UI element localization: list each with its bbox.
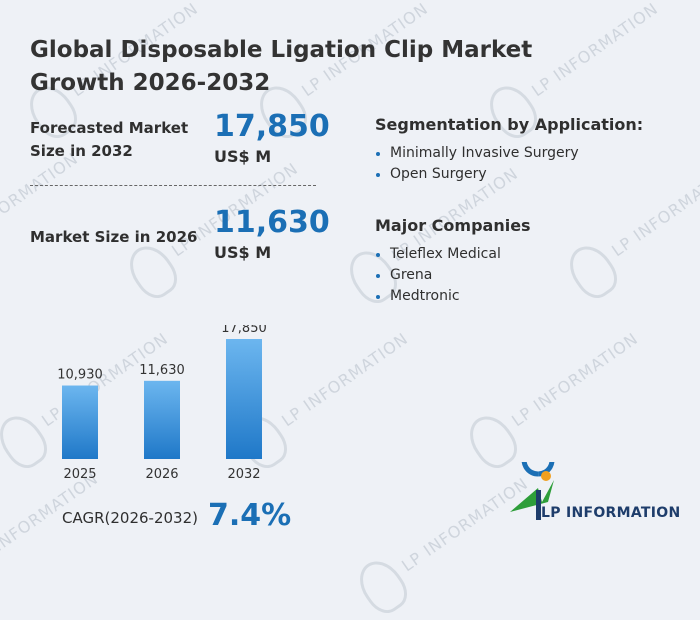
list-item: Teleflex Medical <box>375 244 501 265</box>
bar-value-label: 11,630 <box>139 363 185 378</box>
bar-2025 <box>62 385 98 459</box>
current-value: 11,630 <box>214 205 330 240</box>
forecast-label: Forecasted Market Size in 2032 <box>30 117 188 163</box>
x-tick-label: 2026 <box>145 467 178 482</box>
list-item: Open Surgery <box>375 164 579 185</box>
bar-value-label: 17,850 <box>221 325 267 336</box>
brand-name: LP INFORMATION <box>541 505 681 521</box>
cagr-value: 7.4% <box>208 498 292 533</box>
segmentation-heading: Segmentation by Application: <box>375 115 644 134</box>
x-tick-label: 2025 <box>63 467 96 482</box>
lp-information-logo-icon <box>510 462 555 520</box>
cagr-label: CAGR(2026-2032) <box>62 509 198 527</box>
stats-divider <box>30 185 316 186</box>
current-label: Market Size in 2026 <box>30 228 198 246</box>
companies-heading: Major Companies <box>375 216 531 235</box>
current-unit: US$ M <box>214 243 272 262</box>
forecast-value: 17,850 <box>214 109 330 144</box>
x-tick-label: 2032 <box>227 467 260 482</box>
companies-list: Teleflex Medical Grena Medtronic <box>375 244 501 307</box>
forecast-label-line1: Forecasted Market <box>30 119 189 137</box>
watermark: LP INFORMATION <box>608 159 700 260</box>
forecast-unit: US$ M <box>214 147 272 166</box>
list-item: Grena <box>375 265 501 286</box>
page-title: Global Disposable Ligation Clip Market G… <box>30 37 533 96</box>
bar-2026 <box>144 380 180 459</box>
segmentation-list: Minimally Invasive Surgery Open Surgery <box>375 143 579 185</box>
bar-2032 <box>226 339 262 459</box>
list-item: Medtronic <box>375 286 501 307</box>
watermark: LP INFORMATION <box>508 328 642 431</box>
bar-value-label: 10,930 <box>57 368 103 383</box>
market-size-bar-chart: 10,930 2025 11,630 2026 17,850 2032 <box>57 325 267 482</box>
list-item: Minimally Invasive Surgery <box>375 143 579 164</box>
forecast-label-line2: Size in 2032 <box>30 142 133 160</box>
